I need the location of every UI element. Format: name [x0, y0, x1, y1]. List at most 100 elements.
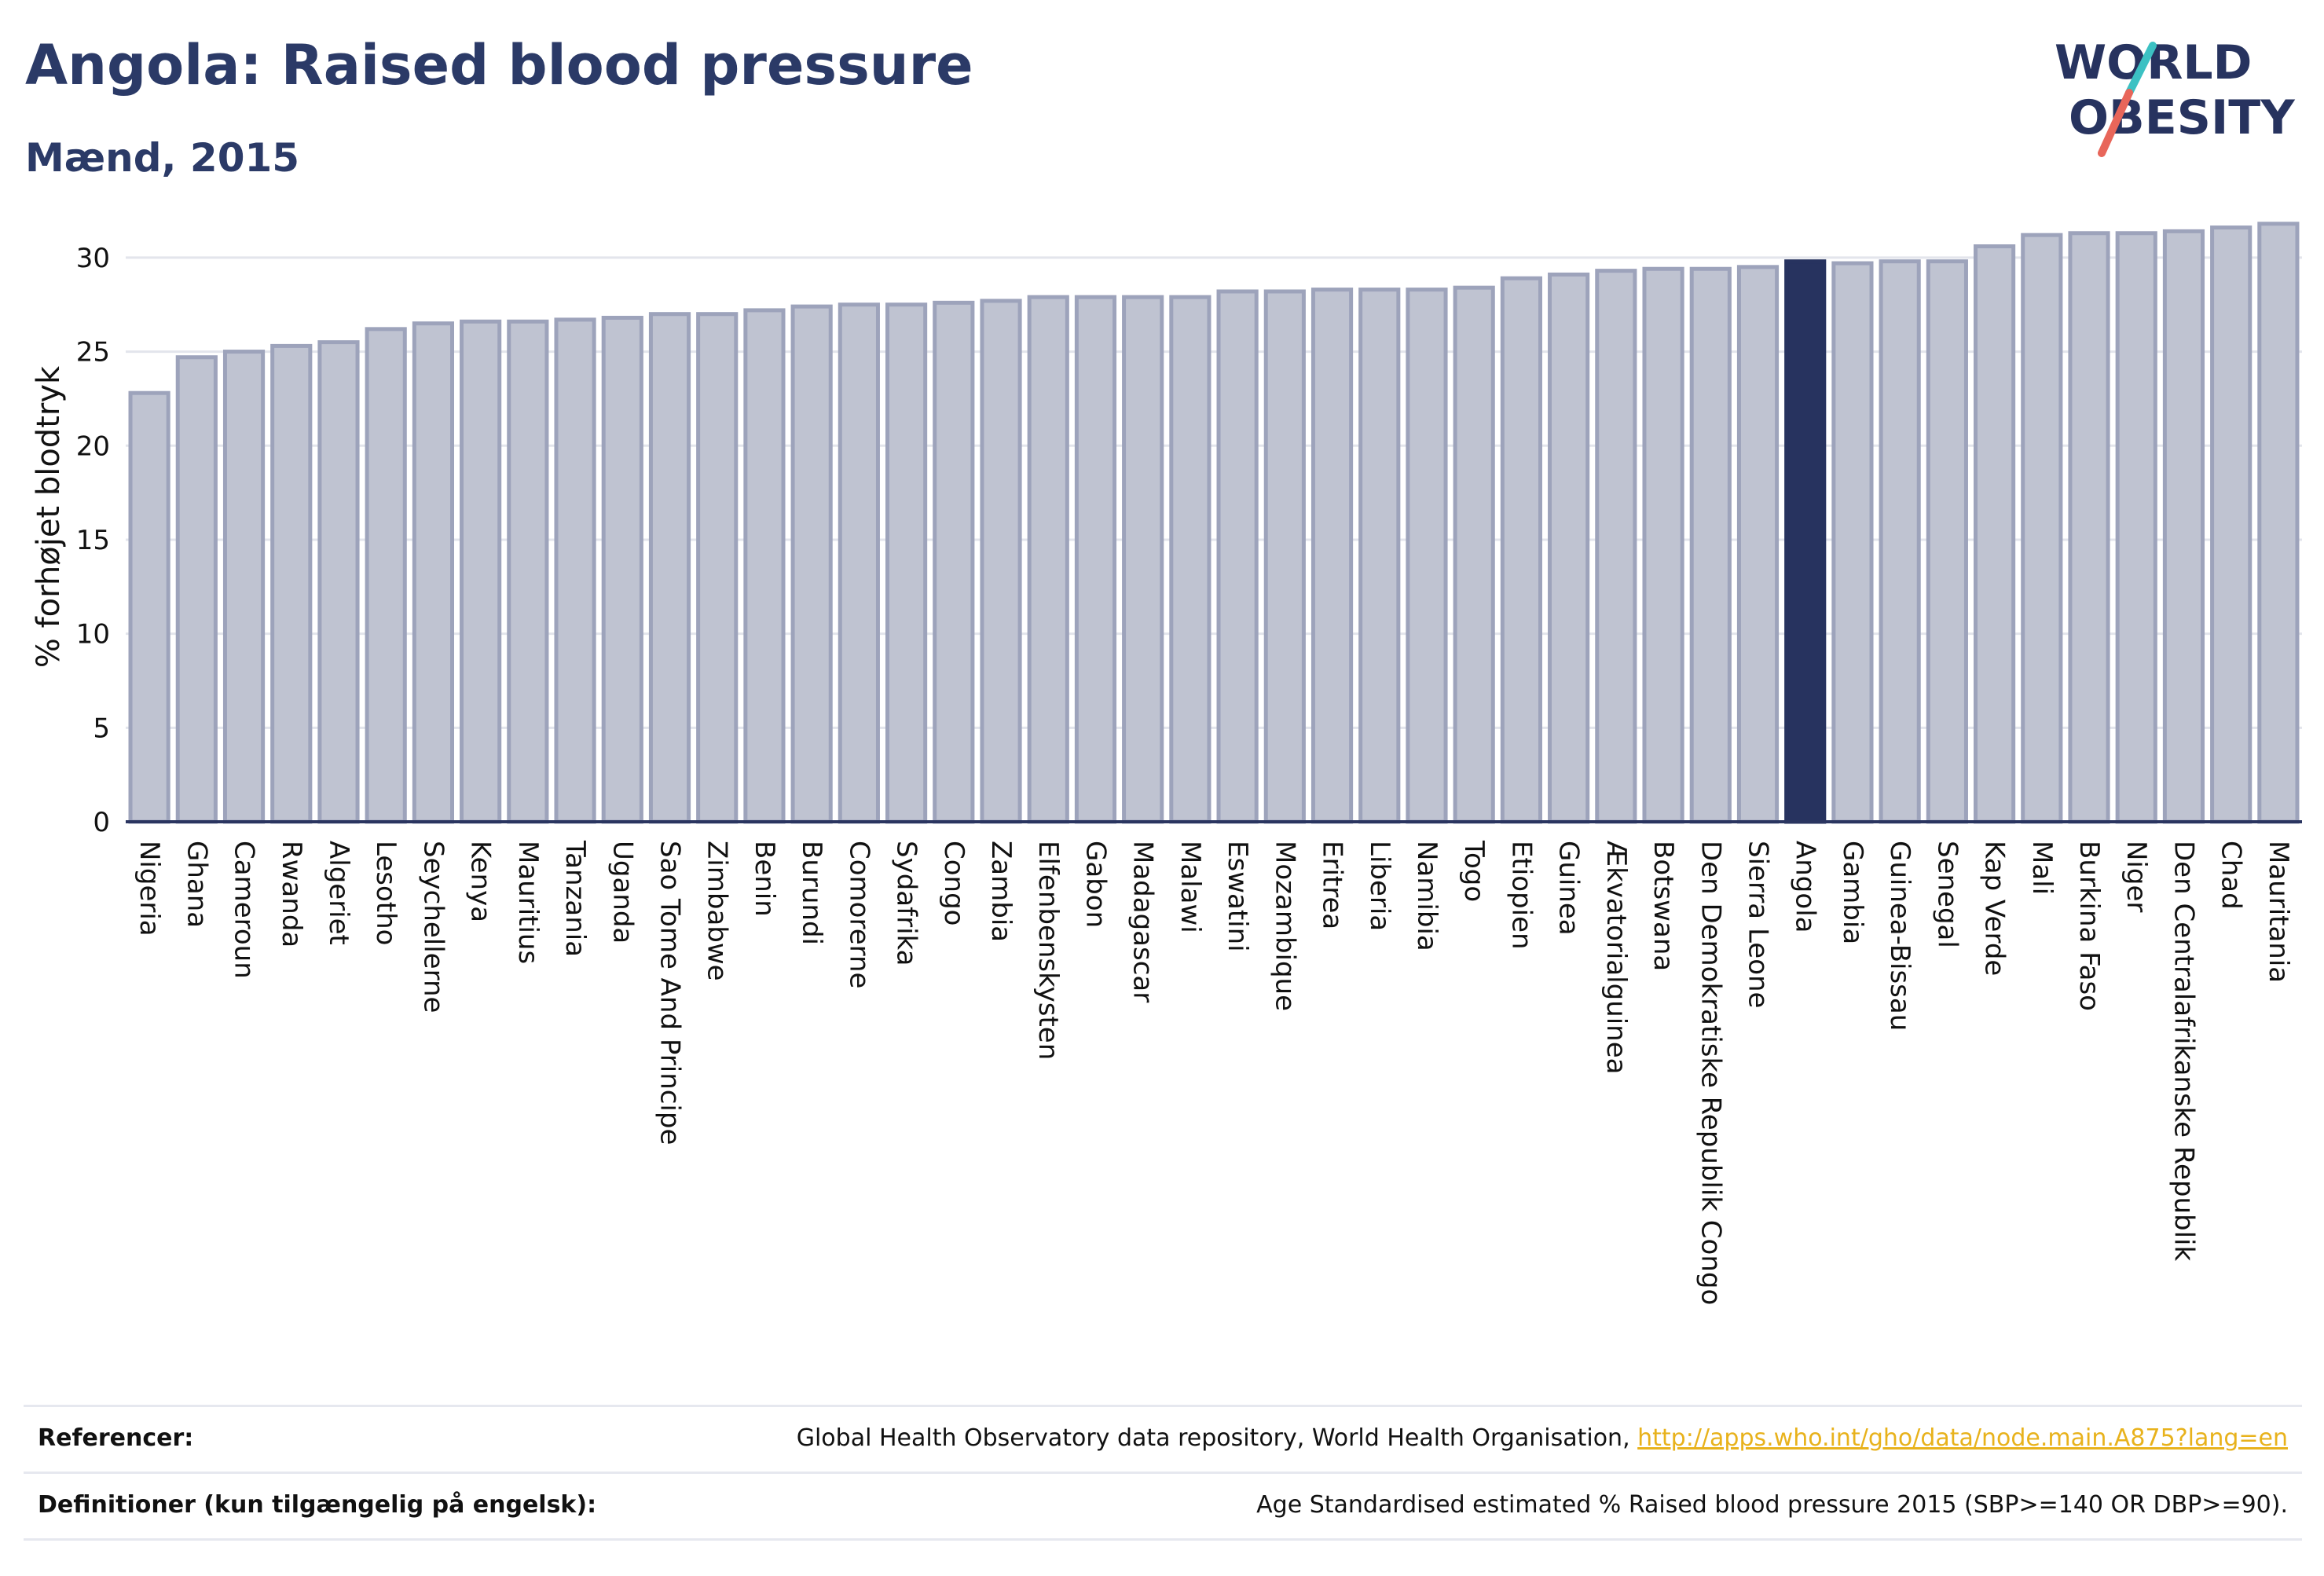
bar-gambia — [1831, 261, 1874, 824]
x-tick-label: Gambia — [1837, 841, 1868, 944]
bar-den-centralafrikanske-republik — [2162, 229, 2205, 824]
x-tick-label: Cameroun — [229, 841, 260, 979]
bar-tanzania — [554, 317, 596, 824]
x-tick-label: Senegal — [1931, 841, 1963, 948]
bar-den-demokratiske-republik-congo — [1689, 266, 1732, 824]
bar-elfenbenskysten — [1027, 295, 1069, 824]
bar-benin — [743, 308, 786, 824]
x-tick-label: Angola — [1790, 841, 1821, 933]
bar-eritrea — [1310, 288, 1354, 824]
bar-burkina-faso — [2068, 231, 2110, 824]
world-obesity-logo: WORLD OBESITY — [2055, 35, 2296, 157]
definitions-label: Definitioner (kun tilgængelig på engelsk… — [38, 1491, 597, 1519]
y-tick-label: 30 — [76, 243, 110, 274]
bar-comorerne — [838, 302, 880, 824]
bar-congo — [933, 300, 975, 824]
bar-liberia — [1358, 288, 1401, 824]
bar-botswana — [1642, 266, 1684, 824]
logo-slash-top — [2125, 42, 2157, 97]
bar-kenya — [460, 319, 502, 824]
bar-guinea-bissau — [1879, 259, 1921, 824]
bar-zimbabwe — [696, 312, 739, 824]
x-tick-label: Namibia — [1411, 841, 1442, 951]
references-text: Global Health Observatory data repositor… — [796, 1424, 1638, 1452]
bar-uganda — [601, 315, 643, 824]
chart-title: Angola: Raised blood pressure — [25, 33, 973, 97]
x-tick-label: Mauritius — [512, 841, 544, 964]
x-tick-label: Mauritania — [2263, 841, 2294, 983]
x-tick-label: Elfenbenskysten — [1032, 841, 1064, 1060]
x-tick-label: Eswatini — [1222, 841, 1253, 952]
x-tick-label: Liberia — [1364, 841, 1395, 931]
x-tick-label: Etiopien — [1505, 841, 1537, 950]
bar-mauritania — [2257, 222, 2300, 824]
x-tick-label: Benin — [749, 841, 780, 917]
bar-ækvatorialguinea — [1595, 269, 1637, 824]
x-tick-label: Lesotho — [370, 841, 401, 945]
bar-etiopien — [1500, 276, 1542, 824]
x-tick-label: Burundi — [796, 841, 827, 945]
references-value: Global Health Observatory data repositor… — [797, 1424, 2288, 1452]
bar-guinea — [1548, 272, 1590, 824]
x-tick-label: Malawi — [1175, 841, 1206, 933]
x-tick-label: Eritrea — [1317, 841, 1348, 929]
axes: 0 5 10 15 20 25 30 Nigeria Ghana Cameroun Rwanda Al… — [76, 243, 2302, 1305]
bar-namibia — [1406, 288, 1448, 824]
x-tick-label: Sydafrika — [891, 841, 922, 966]
bar-lesotho — [365, 327, 407, 824]
bar-malawi — [1169, 295, 1211, 824]
logo-slash-bottom — [2098, 89, 2133, 157]
x-tick-label: Nigeria — [134, 841, 165, 936]
x-tick-label: Den Demokratiske Republik Congo — [1695, 841, 1726, 1305]
bar-angola — [1784, 259, 1827, 824]
x-tick-label: Kenya — [465, 841, 497, 922]
x-tick-label: Kap Verde — [1979, 841, 2011, 976]
x-tick-label: Guinea — [1553, 841, 1585, 936]
bar-seychellerne — [412, 321, 455, 824]
x-tick-label: Tanzania — [559, 840, 591, 957]
bar-senegal — [1926, 259, 1968, 824]
bar-gabon — [1074, 295, 1117, 824]
bar-mozambique — [1263, 289, 1306, 824]
bar-mauritius — [507, 319, 549, 824]
x-tick-label: Mali — [2026, 841, 2058, 895]
x-tick-label: Togo — [1458, 840, 1490, 902]
x-tick-label: Niger — [2121, 841, 2152, 912]
bar-sao-tome-and-principe — [648, 312, 691, 824]
x-tick-label: Mozambique — [1269, 841, 1300, 1011]
bar-madagascar — [1122, 295, 1164, 824]
bar-kap-verde — [1974, 244, 2016, 824]
references-link[interactable]: http://apps.who.int/gho/data/node.main.A… — [1637, 1424, 2288, 1452]
definitions-text: Age Standardised estimated % Raised bloo… — [1256, 1491, 2288, 1519]
bar-burundi — [790, 304, 833, 824]
bar-sierra-leone — [1736, 265, 1780, 824]
x-tick-label: Sao Tome And Principe — [654, 841, 686, 1145]
x-tick-label: Comorerne — [843, 841, 874, 988]
bar-ghana — [175, 355, 218, 824]
x-tick-label: Sierra Leone — [1743, 841, 1774, 1008]
x-tick-label: Zimbabwe — [702, 841, 733, 981]
y-tick-label: 15 — [76, 525, 110, 556]
definitions-row: Definitioner (kun tilgængelig på engelsk… — [24, 1472, 2302, 1541]
x-tick-label: Burkina Faso — [2073, 841, 2105, 1011]
bar-chad — [2210, 225, 2253, 824]
x-tick-label: Botswana — [1648, 841, 1679, 971]
footer: Referencer: Global Health Observatory da… — [24, 1405, 2302, 1541]
x-tick-label: Gabon — [1080, 841, 1111, 928]
bar-niger — [2115, 231, 2157, 824]
x-tick-label: Ækvatorialguinea — [1600, 841, 1632, 1074]
bar-rwanda — [270, 343, 313, 824]
x-tick-label: Uganda — [607, 841, 638, 944]
references-row: Referencer: Global Health Observatory da… — [24, 1405, 2302, 1472]
bar-chart: 0 5 10 15 20 25 30 Nigeria Ghana Cameroun Rwanda Al… — [31, 222, 2302, 1305]
references-label: Referencer: — [38, 1424, 194, 1452]
x-tick-label: Congo — [938, 841, 970, 925]
x-tick-label: Seychellerne — [417, 841, 449, 1013]
y-tick-label: 20 — [76, 431, 110, 462]
bar-mali — [2021, 233, 2063, 824]
x-tick-label: Den Centralafrikanske Republik — [2168, 841, 2199, 1261]
y-axis-label: % forhøjet blodtryk — [31, 365, 67, 668]
bars — [128, 222, 2300, 824]
y-tick-label: 25 — [76, 337, 110, 368]
x-tick-label: Madagascar — [1127, 841, 1159, 1002]
